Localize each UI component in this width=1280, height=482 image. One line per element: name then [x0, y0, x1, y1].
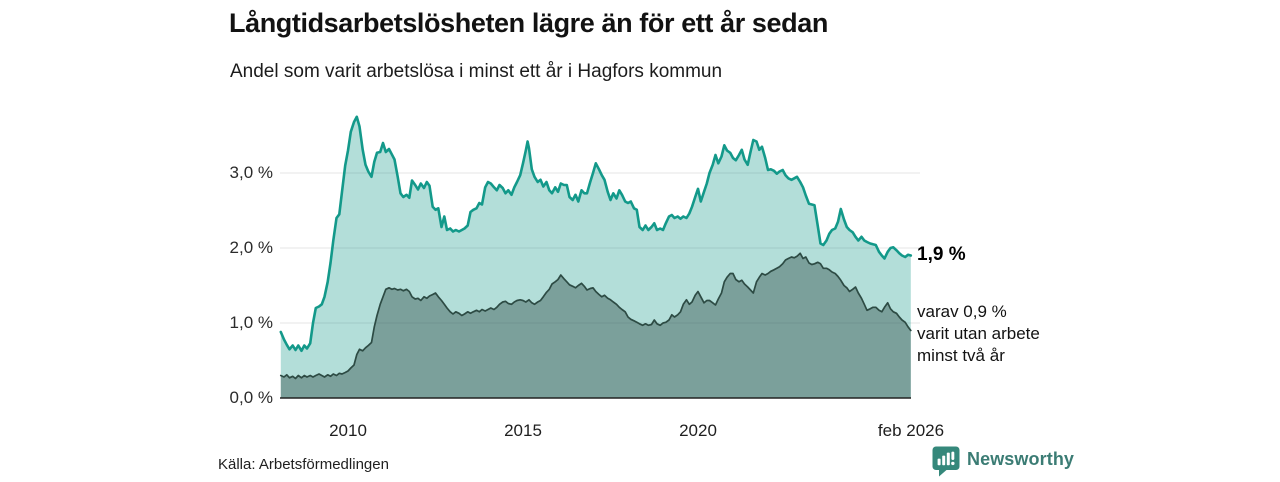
- x-axis-tick-label: 2020: [679, 421, 717, 440]
- newsworthy-logo-text: Newsworthy: [967, 449, 1075, 469]
- newsworthy-logo[interactable]: Newsworthy: [932, 446, 1074, 482]
- y-axis-tick-label: 3,0 %: [229, 163, 273, 182]
- newsworthy-bubble-chart-icon: [932, 446, 960, 482]
- x-axis-tick-label: 2015: [504, 421, 542, 440]
- annotation-line: varit utan arbete: [917, 324, 1040, 343]
- source-note: Källa: Arbetsförmedlingen: [218, 456, 389, 473]
- latest-value-annotation: 1,9 %: [917, 244, 966, 265]
- page-title: Långtidsarbetslösheten lägre än för ett …: [229, 8, 828, 38]
- y-axis-tick-label: 2,0 %: [229, 238, 273, 257]
- chart-subtitle: Andel som varit arbetslösa i minst ett å…: [230, 61, 723, 82]
- x-axis-tick-label: 2010: [329, 421, 367, 440]
- annotation-line: varav 0,9 %: [917, 302, 1007, 321]
- sub-series-annotation: varav 0,9 % varit utan arbete minst två …: [917, 301, 1040, 367]
- y-axis-tick-label: 1,0 %: [229, 313, 273, 332]
- y-axis-tick-label: 0,0 %: [229, 388, 273, 407]
- annotation-line: minst två år: [917, 346, 1005, 365]
- x-axis-tick-label: feb 2026: [877, 421, 945, 440]
